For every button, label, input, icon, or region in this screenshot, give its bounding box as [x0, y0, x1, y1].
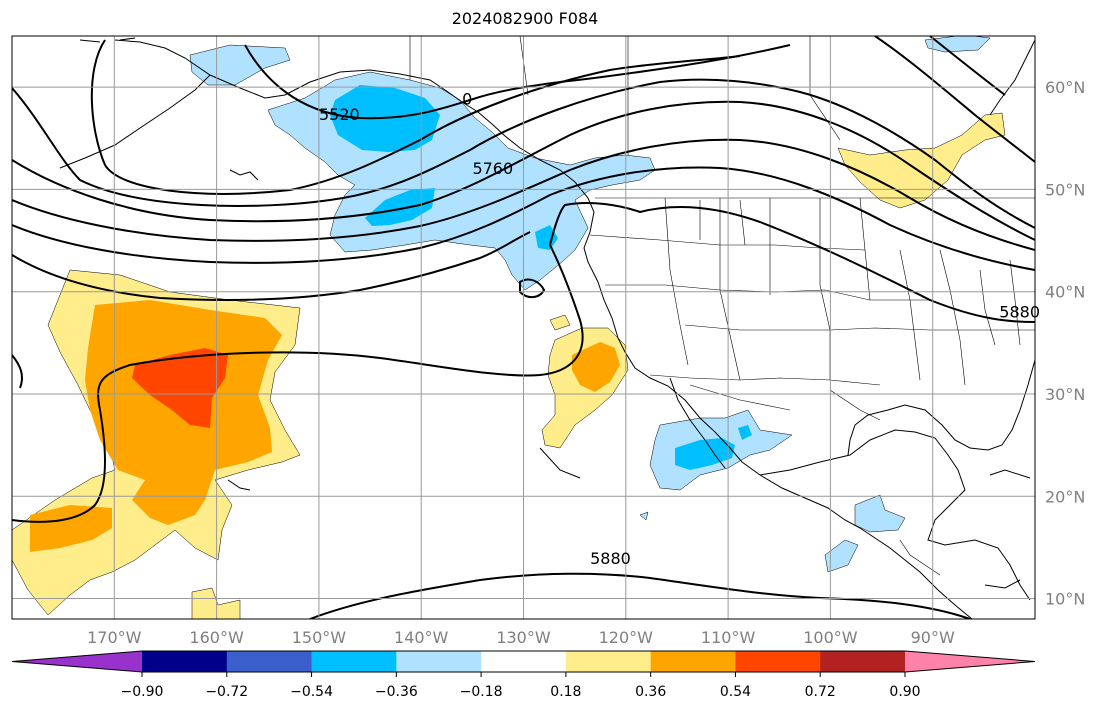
colorbar-tick-label: −0.54	[290, 684, 333, 700]
colorbar-tick-label: 0.90	[889, 684, 920, 700]
map-title: 2024082900 F084	[451, 9, 599, 28]
lon-tick-label: 120°W	[599, 628, 654, 647]
lon-tick-label: 140°W	[394, 628, 449, 647]
contour-label: 5760	[472, 159, 513, 178]
colorbar-tick-label: −0.72	[205, 684, 248, 700]
colorbar-tick-label: −0.18	[460, 684, 503, 700]
colorbar-tick-label: −0.36	[375, 684, 418, 700]
colorbar-upper-extend	[905, 651, 1035, 672]
lon-tick-label: 100°W	[803, 628, 858, 647]
colorbar-segment	[820, 651, 906, 672]
lat-tick-label: 10°N	[1045, 590, 1085, 609]
lon-tick-label: 170°W	[87, 628, 142, 647]
colorbar-segment	[226, 651, 313, 672]
lon-tick-label: 90°W	[911, 628, 955, 647]
colorbar-lower-extend	[12, 651, 142, 672]
latitude-axis: 10°N 20°N 30°N 40°N 50°N 60°N	[1045, 78, 1085, 608]
lat-tick-label: 30°N	[1045, 385, 1085, 404]
colorbar-segment	[735, 651, 821, 672]
lat-tick-label: 40°N	[1045, 283, 1085, 302]
lon-tick-label: 160°W	[189, 628, 244, 647]
colorbar-segment	[142, 651, 228, 672]
contour-labels: 5520 5760 0 5880 5880	[319, 90, 1040, 568]
colorbar: −0.90 −0.72 −0.54 −0.36 −0.18 0.18 0.36 0.54 0.7…	[11, 650, 1036, 700]
longitude-axis: 170°W 160°W 150°W 140°W 130°W 120°W 110°W 100°W…	[87, 628, 955, 647]
height-contours	[12, 36, 1035, 619]
lon-tick-label: 130°W	[496, 628, 551, 647]
colorbar-segment	[565, 651, 652, 672]
contour-label: 5880	[590, 549, 631, 568]
lat-tick-label: 50°N	[1045, 180, 1085, 199]
coastlines	[59, 37, 1035, 619]
lon-tick-label: 150°W	[292, 628, 347, 647]
contour-label: 5520	[319, 105, 360, 124]
colorbar-segment	[311, 651, 397, 672]
lat-tick-label: 60°N	[1045, 78, 1085, 97]
colorbar-tick-label: 0.18	[550, 684, 581, 700]
political-borders	[409, 36, 1035, 576]
contour-label: 5880	[999, 302, 1040, 321]
lon-tick-label: 110°W	[701, 628, 756, 647]
negative-anomaly-fill	[189, 36, 991, 573]
map-frame	[11, 35, 1036, 620]
colorbar-tick-label: 0.72	[805, 684, 836, 700]
positive-anomaly-fill	[12, 112, 1006, 619]
colorbar-segment	[650, 651, 736, 672]
colorbar-segment	[481, 651, 567, 672]
lat-lon-grid	[12, 36, 1035, 619]
colorbar-tick-label: 0.36	[635, 684, 666, 700]
colorbar-tick-label: 0.54	[720, 684, 751, 700]
colorbar-tick-label: −0.90	[121, 684, 164, 700]
lat-tick-label: 20°N	[1045, 487, 1085, 506]
colorbar-segment	[396, 651, 482, 672]
contour-label: 0	[462, 90, 472, 109]
